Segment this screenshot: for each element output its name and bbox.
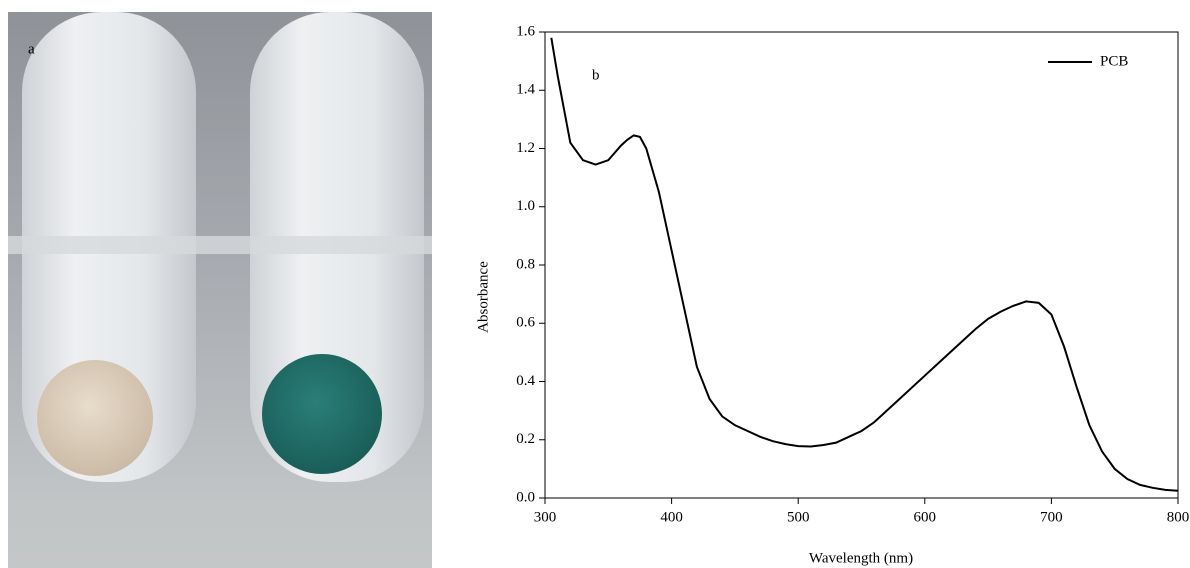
y-tick-label: 0.6 — [516, 315, 535, 331]
chart: b Wavelength (nm) Absorbance 300 400 500 60… — [475, 23, 1189, 566]
y-axis-title: Absorbance — [475, 261, 491, 333]
y-tick-label: 0.0 — [516, 489, 535, 505]
y-tick-label: 0.2 — [516, 431, 535, 447]
panel-label: b — [592, 67, 600, 83]
x-tick-label: 500 — [787, 509, 810, 525]
y-tick-label: 1.0 — [516, 198, 535, 214]
teal-sample — [262, 354, 382, 474]
y-tick-label: 1.2 — [516, 140, 535, 156]
x-tick-label: 700 — [1040, 509, 1063, 525]
rack-bar — [8, 236, 432, 254]
y-tick-label: 1.6 — [516, 23, 535, 39]
legend-label: PCB — [1100, 53, 1128, 69]
y-tick-label: 0.4 — [516, 373, 535, 389]
panel-label: a — [28, 41, 35, 57]
beige-sample — [37, 360, 153, 476]
x-tick-label: 600 — [914, 509, 937, 525]
x-axis-title: Wavelength (nm) — [809, 550, 913, 566]
photo: a — [8, 12, 432, 568]
x-tick-label: 400 — [660, 509, 683, 525]
x-tick-label: 800 — [1167, 509, 1190, 525]
x-tick-label: 300 — [534, 509, 557, 525]
data-line — [550, 37, 1178, 492]
y-tick-label: 0.8 — [516, 256, 535, 272]
rack-base — [8, 500, 432, 568]
y-tick-label: 1.4 — [516, 82, 535, 98]
plot-frame — [544, 31, 1179, 499]
